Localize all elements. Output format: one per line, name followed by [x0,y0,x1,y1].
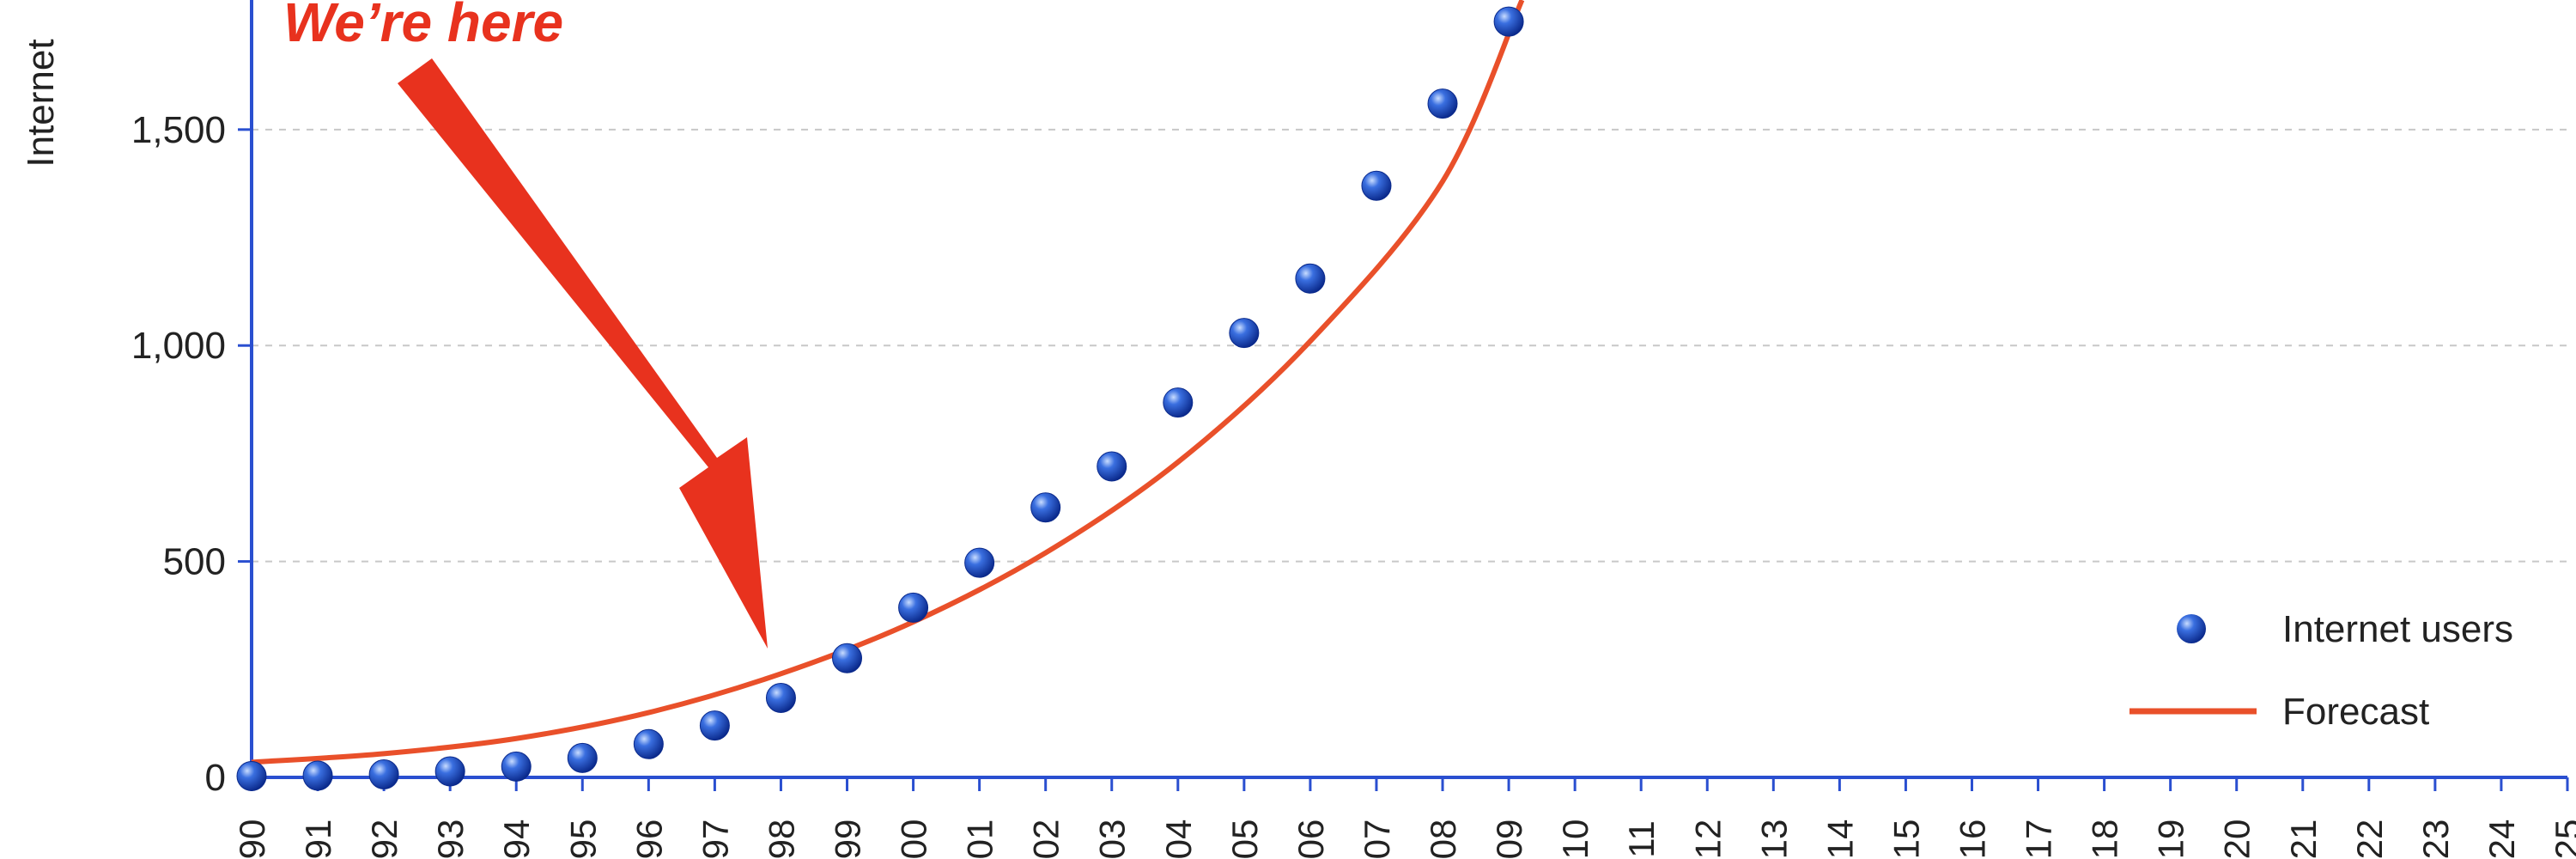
x-tick-label: 94 [496,819,537,859]
x-tick-label: 21 [2283,819,2324,859]
x-tick-label: 96 [629,819,669,859]
x-tick-label: 18 [2085,819,2125,859]
forecast-series [251,0,1525,765]
y-axis-ticks: 0 500 1,000 1,500 [131,109,252,799]
data-point [1361,170,1392,201]
legend-marker-internet-users [2177,614,2206,643]
x-tick-label: 03 [1092,819,1133,859]
x-tick-label: 23 [2415,819,2456,859]
data-point [368,758,399,789]
annotation-text: We’re here [283,0,563,53]
data-point [567,742,598,773]
x-tick-label: 25 [2548,819,2576,859]
data-point [1097,451,1127,482]
data-point [1295,263,1326,294]
x-tick-label: 15 [1886,819,1926,859]
x-tick-label: 20 [2217,819,2257,859]
legend-label-internet-users: Internet users [2282,608,2513,650]
y-tick-label: 500 [163,541,226,583]
data-point [633,728,664,759]
x-tick-label: 06 [1291,819,1331,859]
data-point [699,710,730,741]
x-tick-label: 92 [364,819,404,859]
data-point [1493,6,1524,37]
data-point [898,592,929,623]
x-tick-label: 16 [1952,819,1992,859]
x-tick-label: 95 [562,819,603,859]
x-tick-label: 02 [1026,819,1066,859]
data-point [832,643,863,673]
x-tick-label: 19 [2151,819,2191,859]
data-point [1163,387,1194,418]
data-point [302,760,333,791]
data-point [765,682,796,713]
x-tick-label: 98 [761,819,801,859]
data-point [1030,492,1061,523]
annotation-arrow [398,58,768,649]
legend: Internet users Forecast [2129,608,2513,733]
annotation: We’re here [283,0,768,649]
data-point [501,751,532,782]
x-axis-ticks: 90 91 92 93 94 95 96 97 98 99 00 01 02 03 04 05 06 07 08 09… [232,777,2576,859]
y-axis-label: Internet [20,39,62,167]
x-tick-label: 17 [2019,819,2059,859]
x-tick-label: 09 [1489,819,1529,859]
x-tick-label: 08 [1423,819,1463,859]
x-tick-label: 07 [1357,819,1397,859]
x-tick-label: 13 [1753,819,1794,859]
x-tick-label: 24 [2482,819,2522,859]
data-point [434,756,465,787]
x-tick-label: 01 [960,819,1000,859]
x-tick-label: 00 [894,819,934,859]
x-tick-label: 11 [1621,820,1662,858]
x-tick-label: 97 [695,819,735,859]
legend-label-forecast: Forecast [2282,691,2429,733]
x-tick-label: 05 [1224,819,1265,859]
x-tick-label: 10 [1555,819,1595,859]
x-tick-label: 99 [828,819,868,859]
data-point [1229,318,1260,349]
forecast-line [251,0,1525,765]
x-tick-label: 12 [1687,819,1728,859]
data-point [1427,88,1458,119]
x-tick-label: 22 [2349,819,2390,859]
axes [238,0,2567,779]
data-point [964,547,995,578]
y-tick-label: 0 [205,757,226,799]
y-tick-label: 1,000 [131,325,226,367]
x-tick-label: 93 [430,819,471,859]
gridlines [252,128,2567,563]
x-tick-label: 04 [1158,819,1199,859]
x-tick-label: 14 [1820,819,1860,859]
x-tick-label: 90 [232,819,272,859]
internet-users-series [236,6,1524,791]
x-tick-label: 91 [298,819,338,859]
y-tick-label: 1,500 [131,109,226,151]
data-point [236,760,267,791]
